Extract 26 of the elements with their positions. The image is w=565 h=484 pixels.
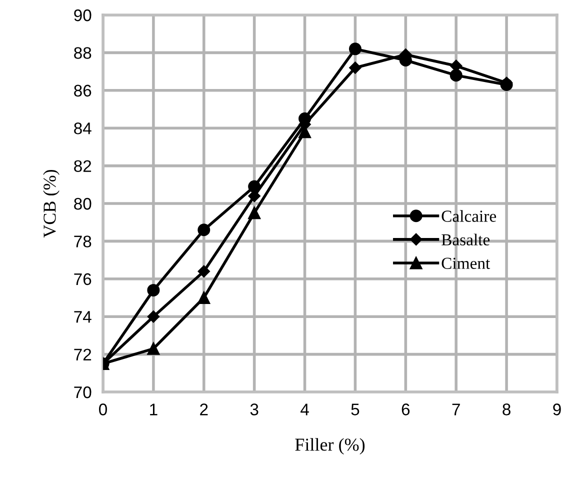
x-tick-label: 6 (402, 404, 410, 416)
x-tick-label: 1 (150, 404, 158, 416)
y-tick-label: 86 (74, 84, 92, 97)
x-tick-label: 4 (300, 404, 309, 416)
y-tick-label: 88 (74, 47, 92, 59)
legend-label: Ciment (442, 258, 490, 269)
x-tick-label: 5 (351, 404, 360, 416)
x-axis-title: Filler (%) (295, 438, 365, 454)
y-tick-label: 74 (74, 311, 92, 323)
x-tick-label: 9 (553, 404, 561, 416)
y-tick-label: 82 (74, 160, 92, 172)
y-tick-label: 72 (74, 348, 92, 360)
x-tick-label: 3 (250, 404, 258, 416)
legend-label: Basalte (442, 234, 490, 246)
y-tick-label: 70 (74, 386, 92, 398)
y-tick-label: 84 (74, 122, 92, 134)
x-tick-label: 0 (99, 404, 107, 416)
y-tick-label: 76 (74, 273, 92, 286)
y-tick-label: 90 (74, 9, 92, 22)
x-tick-label: 2 (200, 404, 208, 416)
x-tick-label: 8 (502, 404, 510, 416)
y-axis-title: VCB (%) (43, 170, 60, 238)
y-tick-label: 78 (74, 236, 92, 248)
y-tick-label: 80 (74, 198, 92, 210)
legend-label: Calcaire (442, 210, 496, 222)
x-tick-label: 7 (452, 404, 460, 416)
